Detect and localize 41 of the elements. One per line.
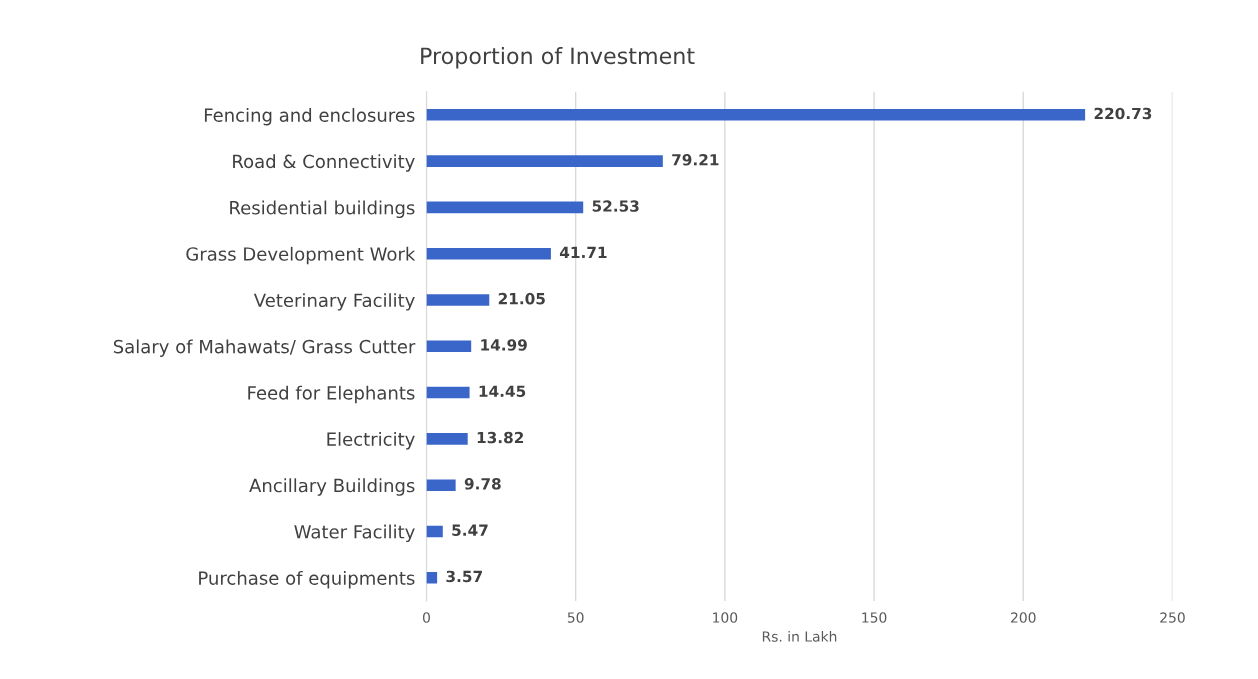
x-axis-title: Rs. in Lakh — [762, 631, 837, 642]
data-label: 3.57 — [446, 570, 482, 583]
y-tick-label: Residential buildings — [230, 200, 415, 219]
y-tick-label: Feed for Elephants — [248, 385, 415, 404]
y-tick-label: Veterinary Facility — [253, 293, 415, 311]
data-label: 79.21 — [672, 153, 719, 166]
data-label: 5.47 — [452, 524, 488, 536]
data-label: 220.73 — [1094, 107, 1152, 120]
y-tick-label: Purchase of equipments — [199, 570, 415, 589]
y-tick-label: Ancillary Buildings — [249, 478, 415, 496]
data-label: 14.45 — [479, 385, 526, 398]
x-tick-label: 50 — [567, 612, 584, 623]
x-tick-label: 100 — [713, 612, 738, 623]
y-tick-label: Salary of Mahawats/ Grass Cutter — [113, 339, 416, 357]
x-tick-label: 200 — [1011, 612, 1036, 623]
bar — [426, 479, 456, 491]
x-tick-label: 0 — [422, 612, 430, 623]
bar — [426, 525, 443, 538]
data-label: 52.53 — [592, 200, 639, 212]
y-tick-label: Grass Development Work — [186, 246, 416, 265]
bar — [426, 294, 490, 306]
bar — [426, 201, 584, 214]
x-tick-label: 250 — [1160, 612, 1185, 623]
chart-title: Proportion of Investment — [421, 47, 695, 69]
data-label: 13.82 — [477, 431, 524, 444]
data-label: 41.71 — [559, 246, 607, 258]
bar — [426, 433, 468, 445]
y-tick-label: Fencing and enclosures — [204, 107, 415, 126]
data-label: 21.05 — [498, 292, 545, 305]
data-label: 9.78 — [464, 478, 501, 490]
bar — [426, 109, 1086, 121]
y-tick-label: Water Facility — [294, 524, 415, 543]
y-tick-label: Road & Connectivity — [233, 154, 415, 172]
bar — [426, 155, 663, 167]
y-tick-label: Electricity — [327, 432, 415, 450]
bar — [426, 247, 551, 260]
bar — [426, 386, 470, 399]
data-label: 14.99 — [481, 339, 527, 351]
bar — [426, 340, 472, 353]
bar — [426, 571, 438, 584]
x-tick-label: 150 — [862, 612, 887, 623]
